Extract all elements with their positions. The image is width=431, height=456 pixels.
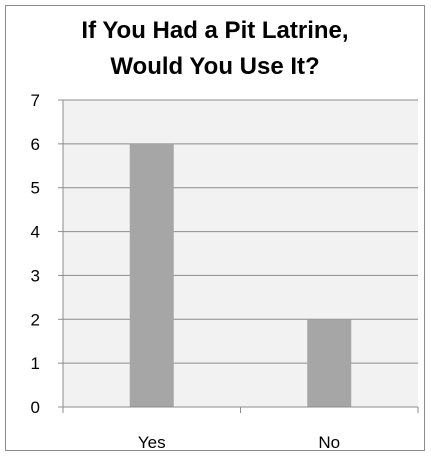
y-tick-label-6: 6 [31,135,40,154]
x-tick-label-no: No [318,433,340,452]
bar-yes [129,143,174,407]
chart-title-line-1: If You Had a Pit Latrine, [81,17,349,44]
y-tick-label-1: 1 [31,354,40,373]
y-tick-label-2: 2 [31,310,40,329]
y-tick-label-4: 4 [31,223,40,242]
chart-title-line-2: Would You Use It? [110,53,320,80]
y-tick-label-7: 7 [31,91,40,110]
y-tick-label-0: 0 [31,398,40,417]
y-tick-label-5: 5 [31,179,40,198]
y-tick-label-3: 3 [31,266,40,285]
x-tick-label-yes: Yes [138,433,166,452]
plot-area [63,100,418,407]
bar-no [307,319,352,407]
